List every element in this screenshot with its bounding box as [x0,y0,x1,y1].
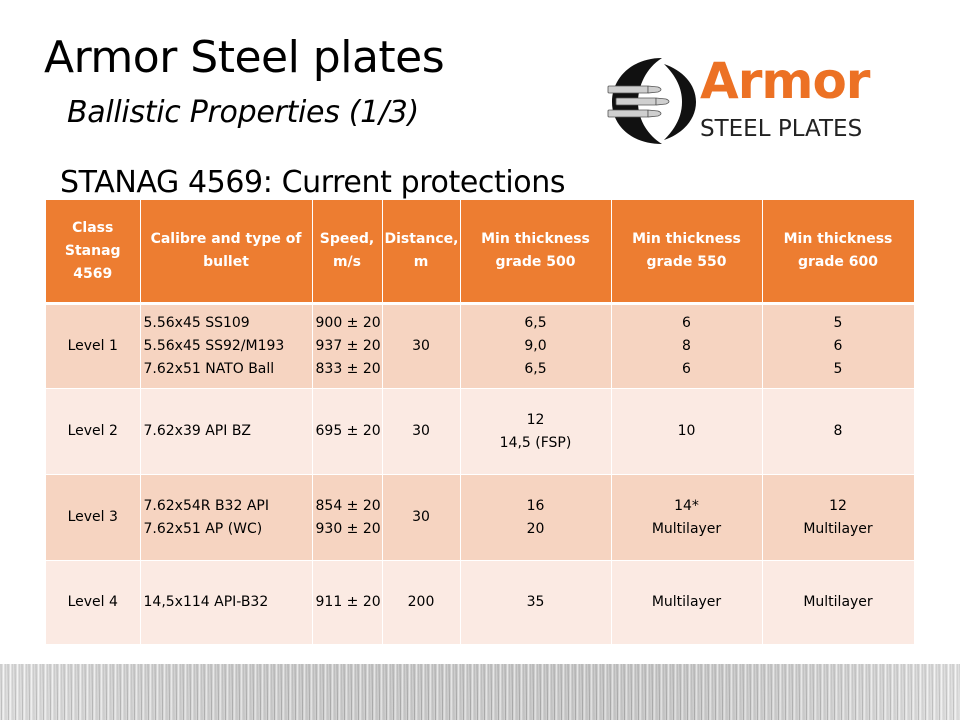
cell-level: Level 1 [46,303,141,389]
header-calibre: Calibre and type of bullet [140,200,313,305]
cell-calibre: 14,5x114 API-B32 [140,560,313,645]
cell-level: Level 3 [46,474,141,561]
cell-grade-500: 12 14,5 (FSP) [460,388,612,475]
cell-distance: 30 [382,474,461,561]
header-min-thickness-600: Min thickness grade 600 [762,200,915,305]
cell-calibre: 5.56x45 SS109 5.56x45 SS92/M193 7.62x51 … [140,303,313,389]
header-min-thickness-550: Min thickness grade 550 [611,200,763,305]
table-row: Level 1 5.56x45 SS109 5.56x45 SS92/M193 … [46,303,915,389]
slide-subtitle: Ballistic Properties (1/3) [67,95,419,130]
cell-distance: 30 [382,303,461,389]
brushed-steel-footer [0,664,960,720]
cell-calibre: 7.62x54R B32 API 7.62x51 AP (WC) [140,474,313,561]
cell-grade-550: 6 8 6 [611,303,763,389]
bullets-emblem-icon [607,58,696,144]
cell-speed: 900 ± 20 937 ± 20 833 ± 20 [312,303,383,389]
table-header-row: Class Stanag 4569 Calibre and type of bu… [46,200,915,305]
table-row: Level 3 7.62x54R B32 API 7.62x51 AP (WC)… [46,474,915,561]
cell-calibre: 7.62x39 API BZ [140,388,313,475]
armor-steel-plates-logo: Armor STEEL PLATES [604,52,904,146]
cell-speed: 911 ± 20 [312,560,383,645]
header-class: Class Stanag 4569 [46,200,141,305]
cell-level: Level 4 [46,560,141,645]
cell-grade-500: 16 20 [460,474,612,561]
header-min-thickness-500: Min thickness grade 500 [460,200,612,305]
cell-speed: 695 ± 20 [312,388,383,475]
slide-title: Armor Steel plates [44,32,445,83]
cell-grade-600: 12 Multilayer [762,474,915,561]
cell-grade-600: 5 6 5 [762,303,915,389]
logo-wordmark: Armor [700,52,870,110]
section-heading: STANAG 4569: Current protections [60,165,566,200]
ballistic-properties-table: Class Stanag 4569 Calibre and type of bu… [46,200,915,645]
table-row: Level 4 14,5x114 API-B32 911 ± 20 200 35… [46,560,915,645]
cell-grade-550: Multilayer [611,560,763,645]
header-speed: Speed, m/s [312,200,383,305]
cell-grade-500: 6,5 9,0 6,5 [460,303,612,389]
cell-level: Level 2 [46,388,141,475]
cell-distance: 30 [382,388,461,475]
cell-grade-500: 35 [460,560,612,645]
cell-distance: 200 [382,560,461,645]
cell-speed: 854 ± 20 930 ± 20 [312,474,383,561]
logo-subtitle: STEEL PLATES [700,116,863,142]
cell-grade-600: Multilayer [762,560,915,645]
cell-grade-550: 10 [611,388,763,475]
cell-grade-550: 14* Multilayer [611,474,763,561]
cell-grade-600: 8 [762,388,915,475]
header-distance: Distance, m [382,200,461,305]
table-row: Level 2 7.62x39 API BZ 695 ± 20 30 12 14… [46,388,915,475]
